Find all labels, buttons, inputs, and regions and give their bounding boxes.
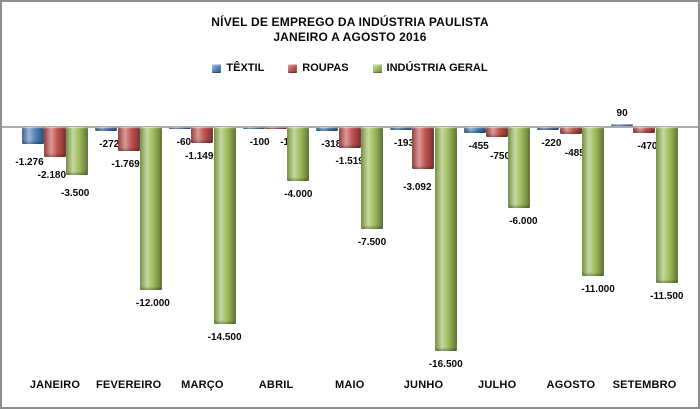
bar: [139, 127, 162, 290]
bar: [43, 127, 66, 157]
legend-label: INDÚSTRIA GERAL: [386, 62, 488, 74]
bar: [66, 127, 89, 175]
bar: [168, 127, 191, 129]
category-label: JANEIRO: [29, 379, 81, 391]
data-label: -318: [321, 139, 342, 150]
bar: [463, 127, 486, 133]
data-label: -2.180: [37, 170, 67, 181]
bar: [611, 124, 634, 126]
legend-item: TÊXTIL: [212, 62, 264, 74]
bar: [287, 127, 310, 181]
bar: [412, 127, 435, 169]
bar: [191, 127, 214, 143]
chart-subtitle: JANEIRO A AGOSTO 2016: [273, 30, 427, 44]
bar: [213, 127, 236, 324]
data-label: -14.500: [207, 332, 242, 343]
category-label: MARÇO: [181, 379, 224, 391]
data-label: -16.500: [428, 359, 463, 370]
bar: [117, 127, 140, 151]
category-label: JUNHO: [403, 379, 444, 391]
bar: [390, 127, 412, 130]
data-label: 90: [616, 108, 628, 119]
data-label: -6.000: [509, 216, 538, 227]
data-label: -470: [637, 141, 658, 152]
data-label: -60: [176, 137, 192, 148]
legend-swatch-icon: [288, 63, 298, 73]
bar: [582, 127, 605, 276]
legend-swatch-icon: [212, 63, 222, 73]
bar: [21, 127, 44, 144]
bar: [264, 127, 287, 129]
bar: [361, 127, 383, 229]
bar: [559, 127, 582, 134]
data-label: -750: [490, 151, 511, 162]
data-label: -11.000: [581, 284, 615, 295]
bar: [434, 127, 457, 351]
data-label: -3.500: [61, 188, 90, 199]
category-label: FEVEREIRO: [96, 379, 162, 391]
category-label: AGOSTO: [546, 379, 596, 391]
data-label: -12.000: [135, 298, 170, 309]
legend-swatch-icon: [372, 63, 382, 73]
legend-label: ROUPAS: [302, 62, 349, 74]
data-label: -485: [564, 148, 585, 159]
bar: [655, 127, 678, 283]
data-label: -3.092: [403, 182, 432, 193]
bar: [486, 127, 509, 137]
bar: [633, 127, 656, 133]
data-label: -455: [468, 141, 489, 152]
bar: [508, 127, 531, 208]
bar: [537, 127, 560, 130]
bar: [242, 127, 265, 129]
data-label: -100: [249, 137, 270, 148]
data-label: -1.519: [335, 156, 364, 167]
data-label: -1.769: [111, 159, 140, 170]
legend-item: INDÚSTRIA GERAL: [372, 62, 488, 74]
bar: [95, 127, 118, 131]
category-label: MAIO: [335, 379, 365, 391]
bar: [316, 127, 339, 131]
bar: [338, 127, 361, 148]
legend: TÊXTIL ROUPAS INDÚSTRIA GERAL: [2, 62, 698, 74]
data-label: -1.276: [15, 157, 44, 168]
category-label: SETEMBRO: [612, 379, 677, 391]
data-label: -4.000: [284, 189, 313, 200]
legend-item: ROUPAS: [288, 62, 349, 74]
category-label: JULHO: [478, 379, 517, 391]
data-label: -1.149: [185, 151, 214, 162]
data-label: -7.500: [357, 237, 387, 248]
data-label: -220: [541, 138, 562, 149]
data-label: -193: [393, 138, 415, 149]
data-label: -272: [99, 139, 120, 150]
chart-title: NÍVEL DE EMPREGO DA INDÚSTRIA PAULISTA: [211, 15, 489, 29]
legend-label: TÊXTIL: [226, 62, 265, 74]
category-label: ABRIL: [258, 379, 294, 391]
data-label: -11.500: [650, 291, 684, 302]
